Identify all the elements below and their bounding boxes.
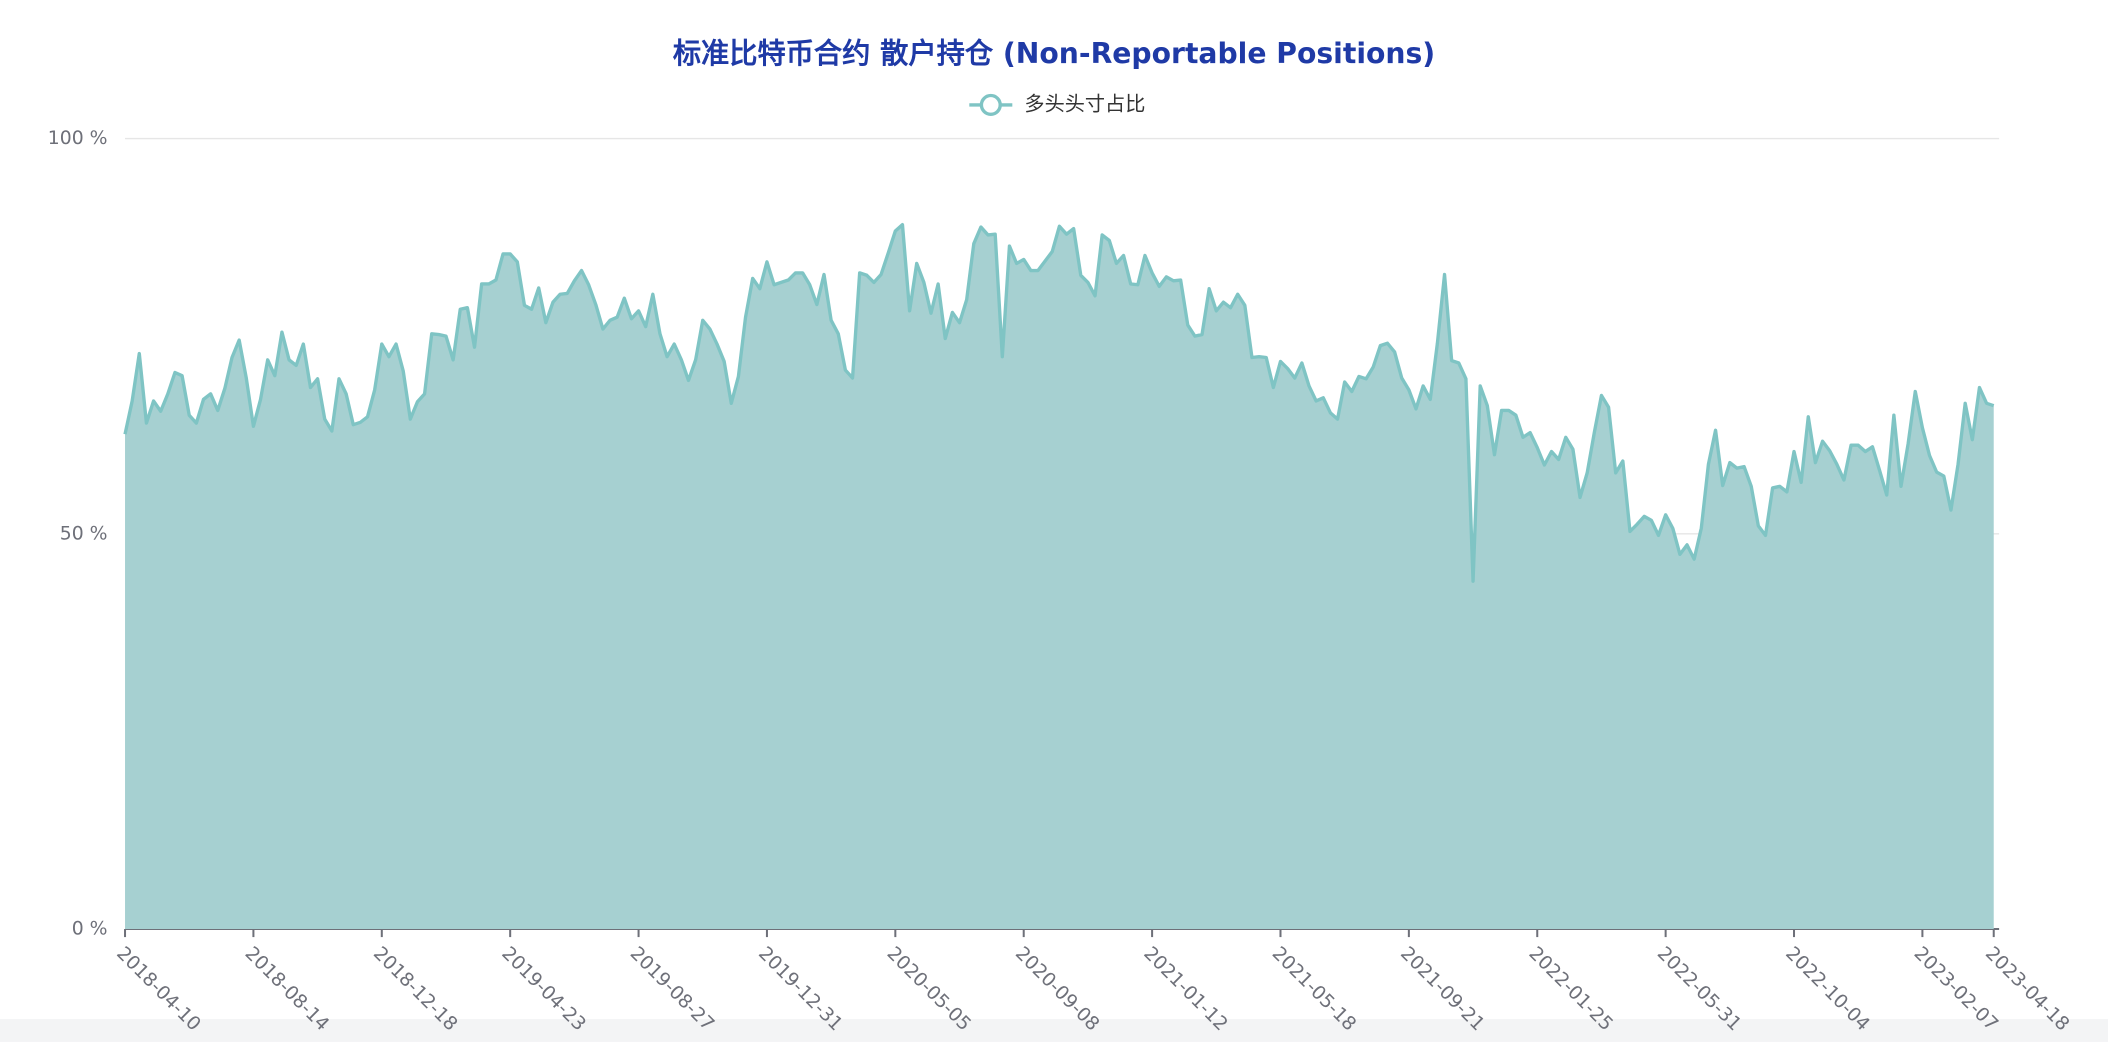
y-tick-label: 50 % <box>60 523 108 544</box>
legend-label: 多头头寸占比 <box>1024 91 1145 115</box>
area-fill <box>125 224 1994 930</box>
chart-title: 标准比特币合约 散户持仓 (Non-Reportable Positions) <box>673 37 1435 70</box>
y-tick-label: 100 % <box>48 128 108 149</box>
legend-icon-circle <box>979 93 1002 117</box>
y-tick-label: 0 % <box>72 919 108 940</box>
bottom-strip <box>0 1019 2108 1042</box>
series-line <box>123 223 1995 583</box>
